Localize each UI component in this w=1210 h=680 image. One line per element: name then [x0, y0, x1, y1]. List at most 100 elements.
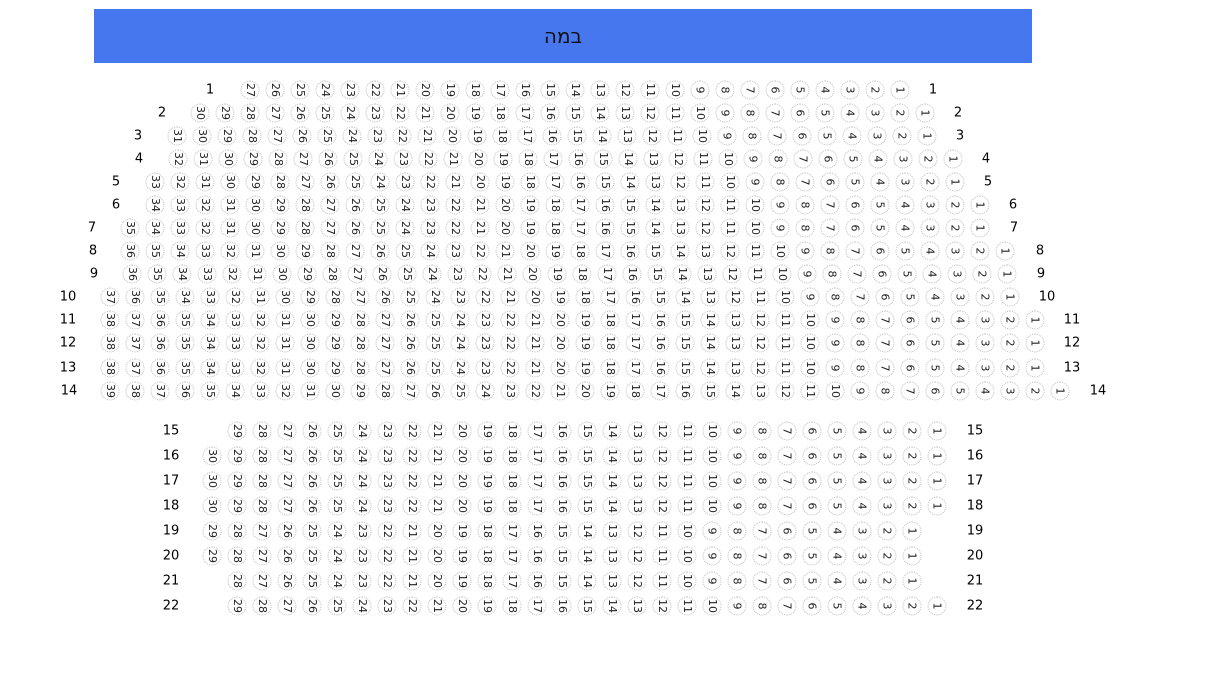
seat-row-20-1[interactable]: 1	[902, 546, 922, 566]
seat-row-8-36[interactable]: 36	[120, 241, 140, 261]
seat-row-12-2[interactable]: 2	[1000, 333, 1020, 353]
seat-row-15-3[interactable]: 3	[877, 421, 897, 441]
seat-row-13-10[interactable]: 10	[800, 358, 820, 378]
seat-row-4-4[interactable]: 4	[868, 149, 888, 169]
seat-row-12-35[interactable]: 35	[175, 333, 195, 353]
seat-row-4-10[interactable]: 10	[718, 149, 738, 169]
seat-row-12-18[interactable]: 18	[600, 333, 620, 353]
seat-row-16-12[interactable]: 12	[652, 446, 672, 466]
seat-row-5-10[interactable]: 10	[720, 172, 740, 192]
seat-row-6-24[interactable]: 24	[395, 195, 415, 215]
seat-row-13-11[interactable]: 11	[775, 358, 795, 378]
seat-row-13-19[interactable]: 19	[575, 358, 595, 378]
seat-row-1-12[interactable]: 12	[615, 80, 635, 100]
seat-row-20-7[interactable]: 7	[752, 546, 772, 566]
seat-row-3-29[interactable]: 29	[217, 126, 237, 146]
seat-row-12-24[interactable]: 24	[450, 333, 470, 353]
seat-row-13-14[interactable]: 14	[700, 358, 720, 378]
seat-row-17-3[interactable]: 3	[877, 471, 897, 491]
seat-row-14-14[interactable]: 14	[725, 381, 745, 401]
seat-row-4-28[interactable]: 28	[268, 149, 288, 169]
seat-row-15-15[interactable]: 15	[577, 421, 597, 441]
seat-row-21-14[interactable]: 14	[577, 571, 597, 591]
seat-row-4-18[interactable]: 18	[518, 149, 538, 169]
seat-row-20-3[interactable]: 3	[852, 546, 872, 566]
seat-row-3-7[interactable]: 7	[767, 126, 787, 146]
seat-row-19-19[interactable]: 19	[452, 521, 472, 541]
seat-row-14-24[interactable]: 24	[475, 381, 495, 401]
seat-row-14-23[interactable]: 23	[500, 381, 520, 401]
seat-row-11-24[interactable]: 24	[450, 310, 470, 330]
seat-row-4-15[interactable]: 15	[593, 149, 613, 169]
seat-row-2-1[interactable]: 1	[915, 103, 935, 123]
seat-row-6-2[interactable]: 2	[945, 195, 965, 215]
seat-row-17-7[interactable]: 7	[777, 471, 797, 491]
seat-row-9-34[interactable]: 34	[172, 264, 192, 284]
seat-row-15-2[interactable]: 2	[902, 421, 922, 441]
seat-row-5-16[interactable]: 16	[570, 172, 590, 192]
seat-row-4-2[interactable]: 2	[918, 149, 938, 169]
seat-row-9-17[interactable]: 17	[597, 264, 617, 284]
seat-row-14-8[interactable]: 8	[875, 381, 895, 401]
seat-row-9-6[interactable]: 6	[872, 264, 892, 284]
seat-row-5-4[interactable]: 4	[870, 172, 890, 192]
seat-row-20-16[interactable]: 16	[527, 546, 547, 566]
seat-row-9-30[interactable]: 30	[272, 264, 292, 284]
seat-row-5-29[interactable]: 29	[245, 172, 265, 192]
seat-row-10-6[interactable]: 6	[875, 287, 895, 307]
seat-row-8-32[interactable]: 32	[220, 241, 240, 261]
seat-row-16-19[interactable]: 19	[477, 446, 497, 466]
seat-row-9-32[interactable]: 32	[222, 264, 242, 284]
seat-row-16-6[interactable]: 6	[802, 446, 822, 466]
seat-row-8-13[interactable]: 13	[695, 241, 715, 261]
seat-row-3-8[interactable]: 8	[742, 126, 762, 146]
seat-row-4-29[interactable]: 29	[243, 149, 263, 169]
seat-row-20-10[interactable]: 10	[677, 546, 697, 566]
seat-row-16-5[interactable]: 5	[827, 446, 847, 466]
seat-row-18-21[interactable]: 21	[427, 496, 447, 516]
seat-row-8-8[interactable]: 8	[820, 241, 840, 261]
seat-row-14-1[interactable]: 1	[1050, 381, 1070, 401]
seat-row-8-25[interactable]: 25	[395, 241, 415, 261]
seat-row-18-2[interactable]: 2	[902, 496, 922, 516]
seat-row-9-16[interactable]: 16	[622, 264, 642, 284]
seat-row-19-29[interactable]: 29	[202, 521, 222, 541]
seat-row-6-13[interactable]: 13	[670, 195, 690, 215]
seat-row-6-29[interactable]: 29	[270, 195, 290, 215]
seat-row-9-29[interactable]: 29	[297, 264, 317, 284]
seat-row-19-25[interactable]: 25	[302, 521, 322, 541]
seat-row-5-21[interactable]: 21	[445, 172, 465, 192]
seat-row-8-27[interactable]: 27	[345, 241, 365, 261]
seat-row-3-2[interactable]: 2	[892, 126, 912, 146]
seat-row-15-28[interactable]: 28	[252, 421, 272, 441]
seat-row-1-21[interactable]: 21	[390, 80, 410, 100]
seat-row-18-11[interactable]: 11	[677, 496, 697, 516]
seat-row-4-9[interactable]: 9	[743, 149, 763, 169]
seat-row-4-25[interactable]: 25	[343, 149, 363, 169]
seat-row-19-14[interactable]: 14	[577, 521, 597, 541]
seat-row-11-3[interactable]: 3	[975, 310, 995, 330]
seat-row-12-5[interactable]: 5	[925, 333, 945, 353]
seat-row-6-23[interactable]: 23	[420, 195, 440, 215]
seat-row-7-13[interactable]: 13	[670, 218, 690, 238]
seat-row-19-3[interactable]: 3	[852, 521, 872, 541]
seat-row-17-11[interactable]: 11	[677, 471, 697, 491]
seat-row-3-22[interactable]: 22	[392, 126, 412, 146]
seat-row-10-5[interactable]: 5	[900, 287, 920, 307]
seat-row-11-16[interactable]: 16	[650, 310, 670, 330]
seat-row-7-35[interactable]: 35	[120, 218, 140, 238]
seat-row-8-28[interactable]: 28	[320, 241, 340, 261]
seat-row-6-15[interactable]: 15	[620, 195, 640, 215]
seat-row-20-15[interactable]: 15	[552, 546, 572, 566]
seat-row-19-26[interactable]: 26	[277, 521, 297, 541]
seat-row-16-26[interactable]: 26	[302, 446, 322, 466]
seat-row-15-21[interactable]: 21	[427, 421, 447, 441]
seat-row-6-31[interactable]: 31	[220, 195, 240, 215]
seat-row-13-26[interactable]: 26	[400, 358, 420, 378]
seat-row-19-23[interactable]: 23	[352, 521, 372, 541]
seat-row-6-12[interactable]: 12	[695, 195, 715, 215]
seat-row-7-32[interactable]: 32	[195, 218, 215, 238]
seat-row-14-2[interactable]: 2	[1025, 381, 1045, 401]
seat-row-20-14[interactable]: 14	[577, 546, 597, 566]
seat-row-16-1[interactable]: 1	[927, 446, 947, 466]
